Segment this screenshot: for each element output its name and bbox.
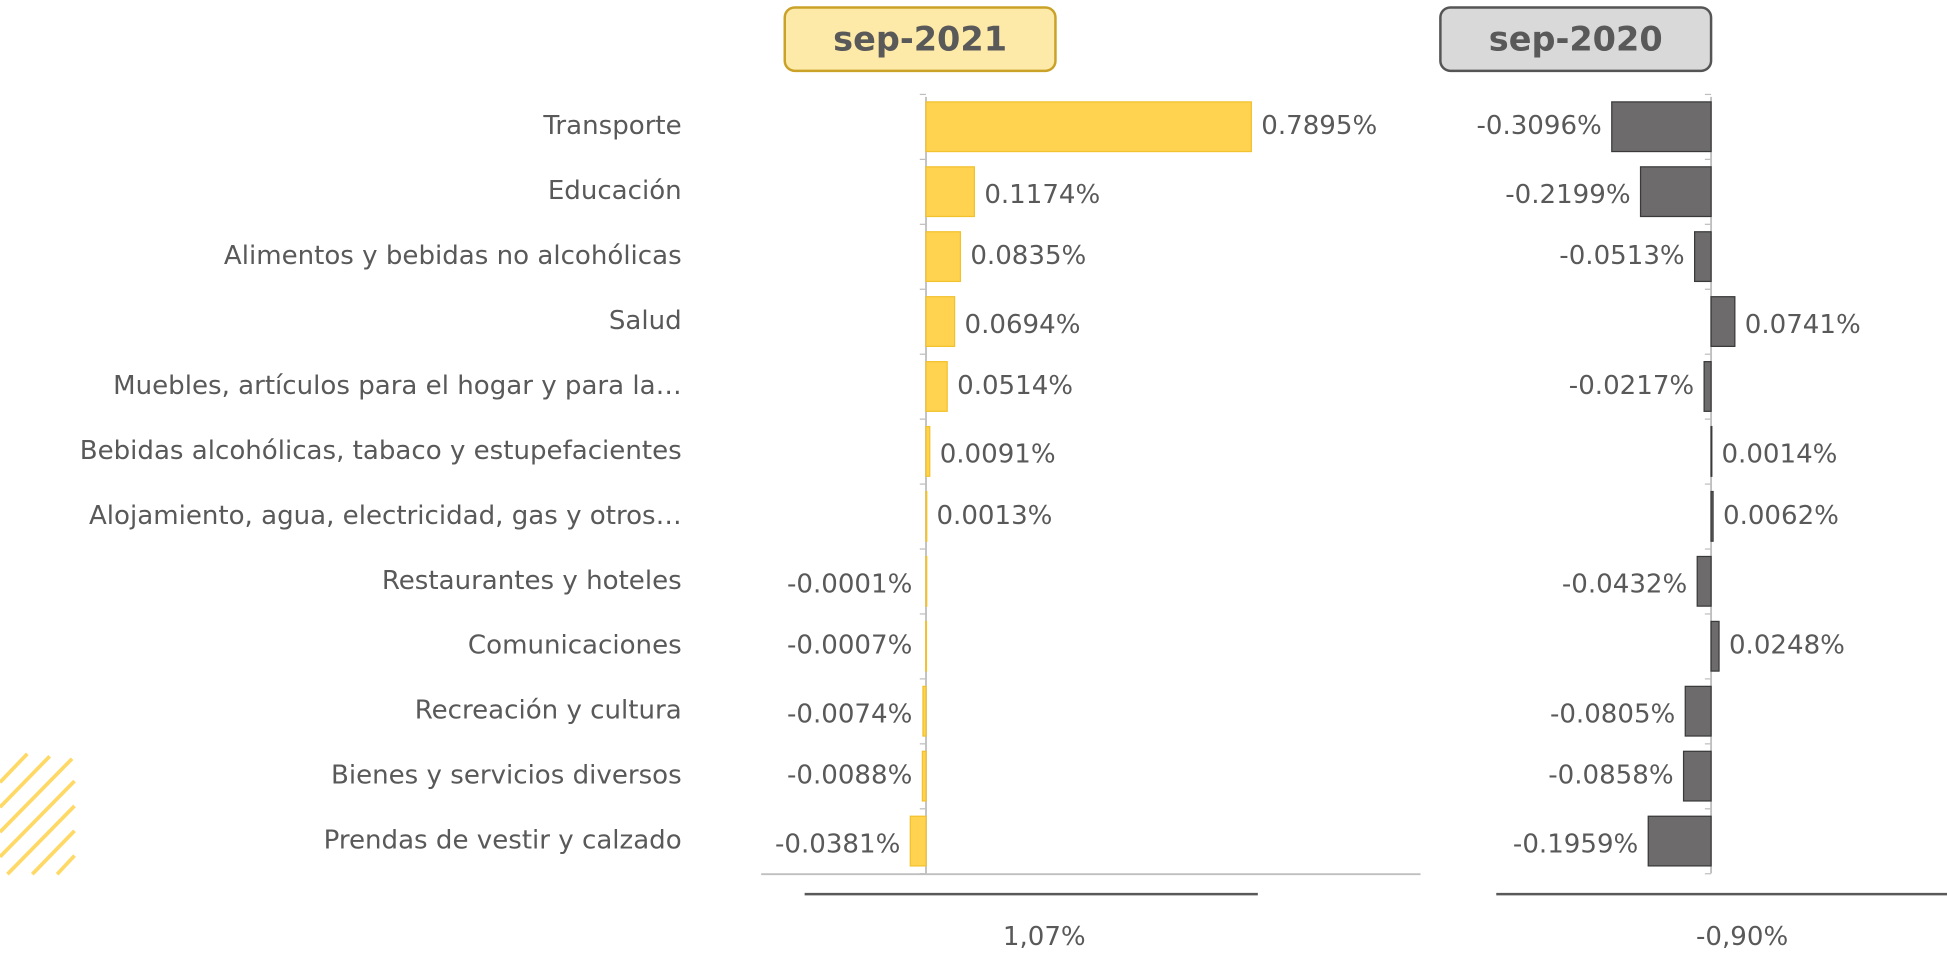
bar — [1647, 815, 1712, 867]
bar — [925, 425, 931, 477]
category-label: Salud — [609, 306, 682, 336]
bar — [921, 750, 927, 802]
category-label: Alimentos y bebidas no alcohólicas — [224, 241, 682, 271]
category-label: Transporte — [542, 111, 681, 141]
value-label: 0.0514% — [957, 371, 1073, 401]
value-label: 0.0014% — [1721, 440, 1837, 470]
bar — [1693, 231, 1712, 283]
bar — [1611, 101, 1712, 153]
value-label: 0.0741% — [1745, 310, 1861, 340]
bar — [925, 231, 962, 283]
value-label: -0.0432% — [1562, 570, 1687, 600]
bar — [1710, 490, 1714, 542]
category-label: Muebles, artículos para el hogar y para … — [113, 371, 682, 401]
category-label: Bebidas alcohólicas, tabaco y estupefaci… — [80, 436, 682, 466]
value-label: -0.0001% — [787, 570, 912, 600]
category-label: Alojamiento, agua, electricidad, gas y o… — [89, 501, 682, 531]
value-label: -0.0858% — [1548, 761, 1673, 791]
bar — [925, 296, 956, 347]
bar — [909, 815, 927, 867]
bar — [1710, 425, 1713, 477]
value-label: -0.0074% — [787, 699, 912, 729]
bar — [922, 685, 927, 737]
value-label: 0.7895% — [1261, 111, 1377, 141]
bar — [925, 555, 928, 607]
bar — [1682, 750, 1712, 802]
chart-title: sep-2021 — [833, 20, 1007, 59]
value-label: -0.1959% — [1513, 829, 1638, 859]
value-label: 0.0835% — [970, 241, 1086, 271]
bar — [925, 620, 928, 672]
bar — [1710, 296, 1736, 347]
bar — [925, 101, 1252, 153]
bar — [925, 361, 948, 412]
category-label: Educación — [548, 176, 682, 206]
value-label: 0.1174% — [984, 180, 1100, 210]
value-label: -0.0007% — [787, 631, 912, 661]
bar — [1639, 166, 1712, 218]
bar — [1710, 620, 1720, 672]
value-label: -0.0805% — [1550, 699, 1675, 729]
value-label: 0.0694% — [965, 310, 1081, 340]
category-label: Bienes y servicios diversos — [331, 761, 682, 791]
value-label: -0.2199% — [1505, 180, 1630, 210]
bar — [1703, 361, 1712, 412]
total-label: 1,07% — [1003, 922, 1086, 952]
chart-title: sep-2020 — [1489, 20, 1663, 59]
title-box — [783, 6, 1057, 73]
value-label: -0.0381% — [775, 829, 900, 859]
value-label: -0.0217% — [1569, 371, 1694, 401]
value-label: 0.0248% — [1729, 631, 1845, 661]
title-box — [1439, 6, 1713, 73]
category-label: Restaurantes y hoteles — [382, 566, 682, 596]
category-label: Recreación y cultura — [415, 696, 682, 726]
value-label: 0.0013% — [936, 501, 1052, 531]
value-label: -0.0088% — [787, 761, 912, 791]
value-label: 0.0091% — [940, 440, 1056, 470]
bar — [925, 166, 976, 218]
bar — [1684, 685, 1712, 737]
total-label: -0,90% — [1696, 922, 1788, 952]
value-label: -0.0513% — [1559, 241, 1684, 271]
bar — [1696, 555, 1712, 607]
category-label: Comunicaciones — [468, 631, 682, 661]
hatch-decoration — [0, 752, 76, 876]
bar — [925, 490, 928, 542]
value-label: 0.0062% — [1723, 501, 1839, 531]
value-label: -0.3096% — [1476, 111, 1601, 141]
category-label: Prendas de vestir y calzado — [324, 826, 682, 856]
